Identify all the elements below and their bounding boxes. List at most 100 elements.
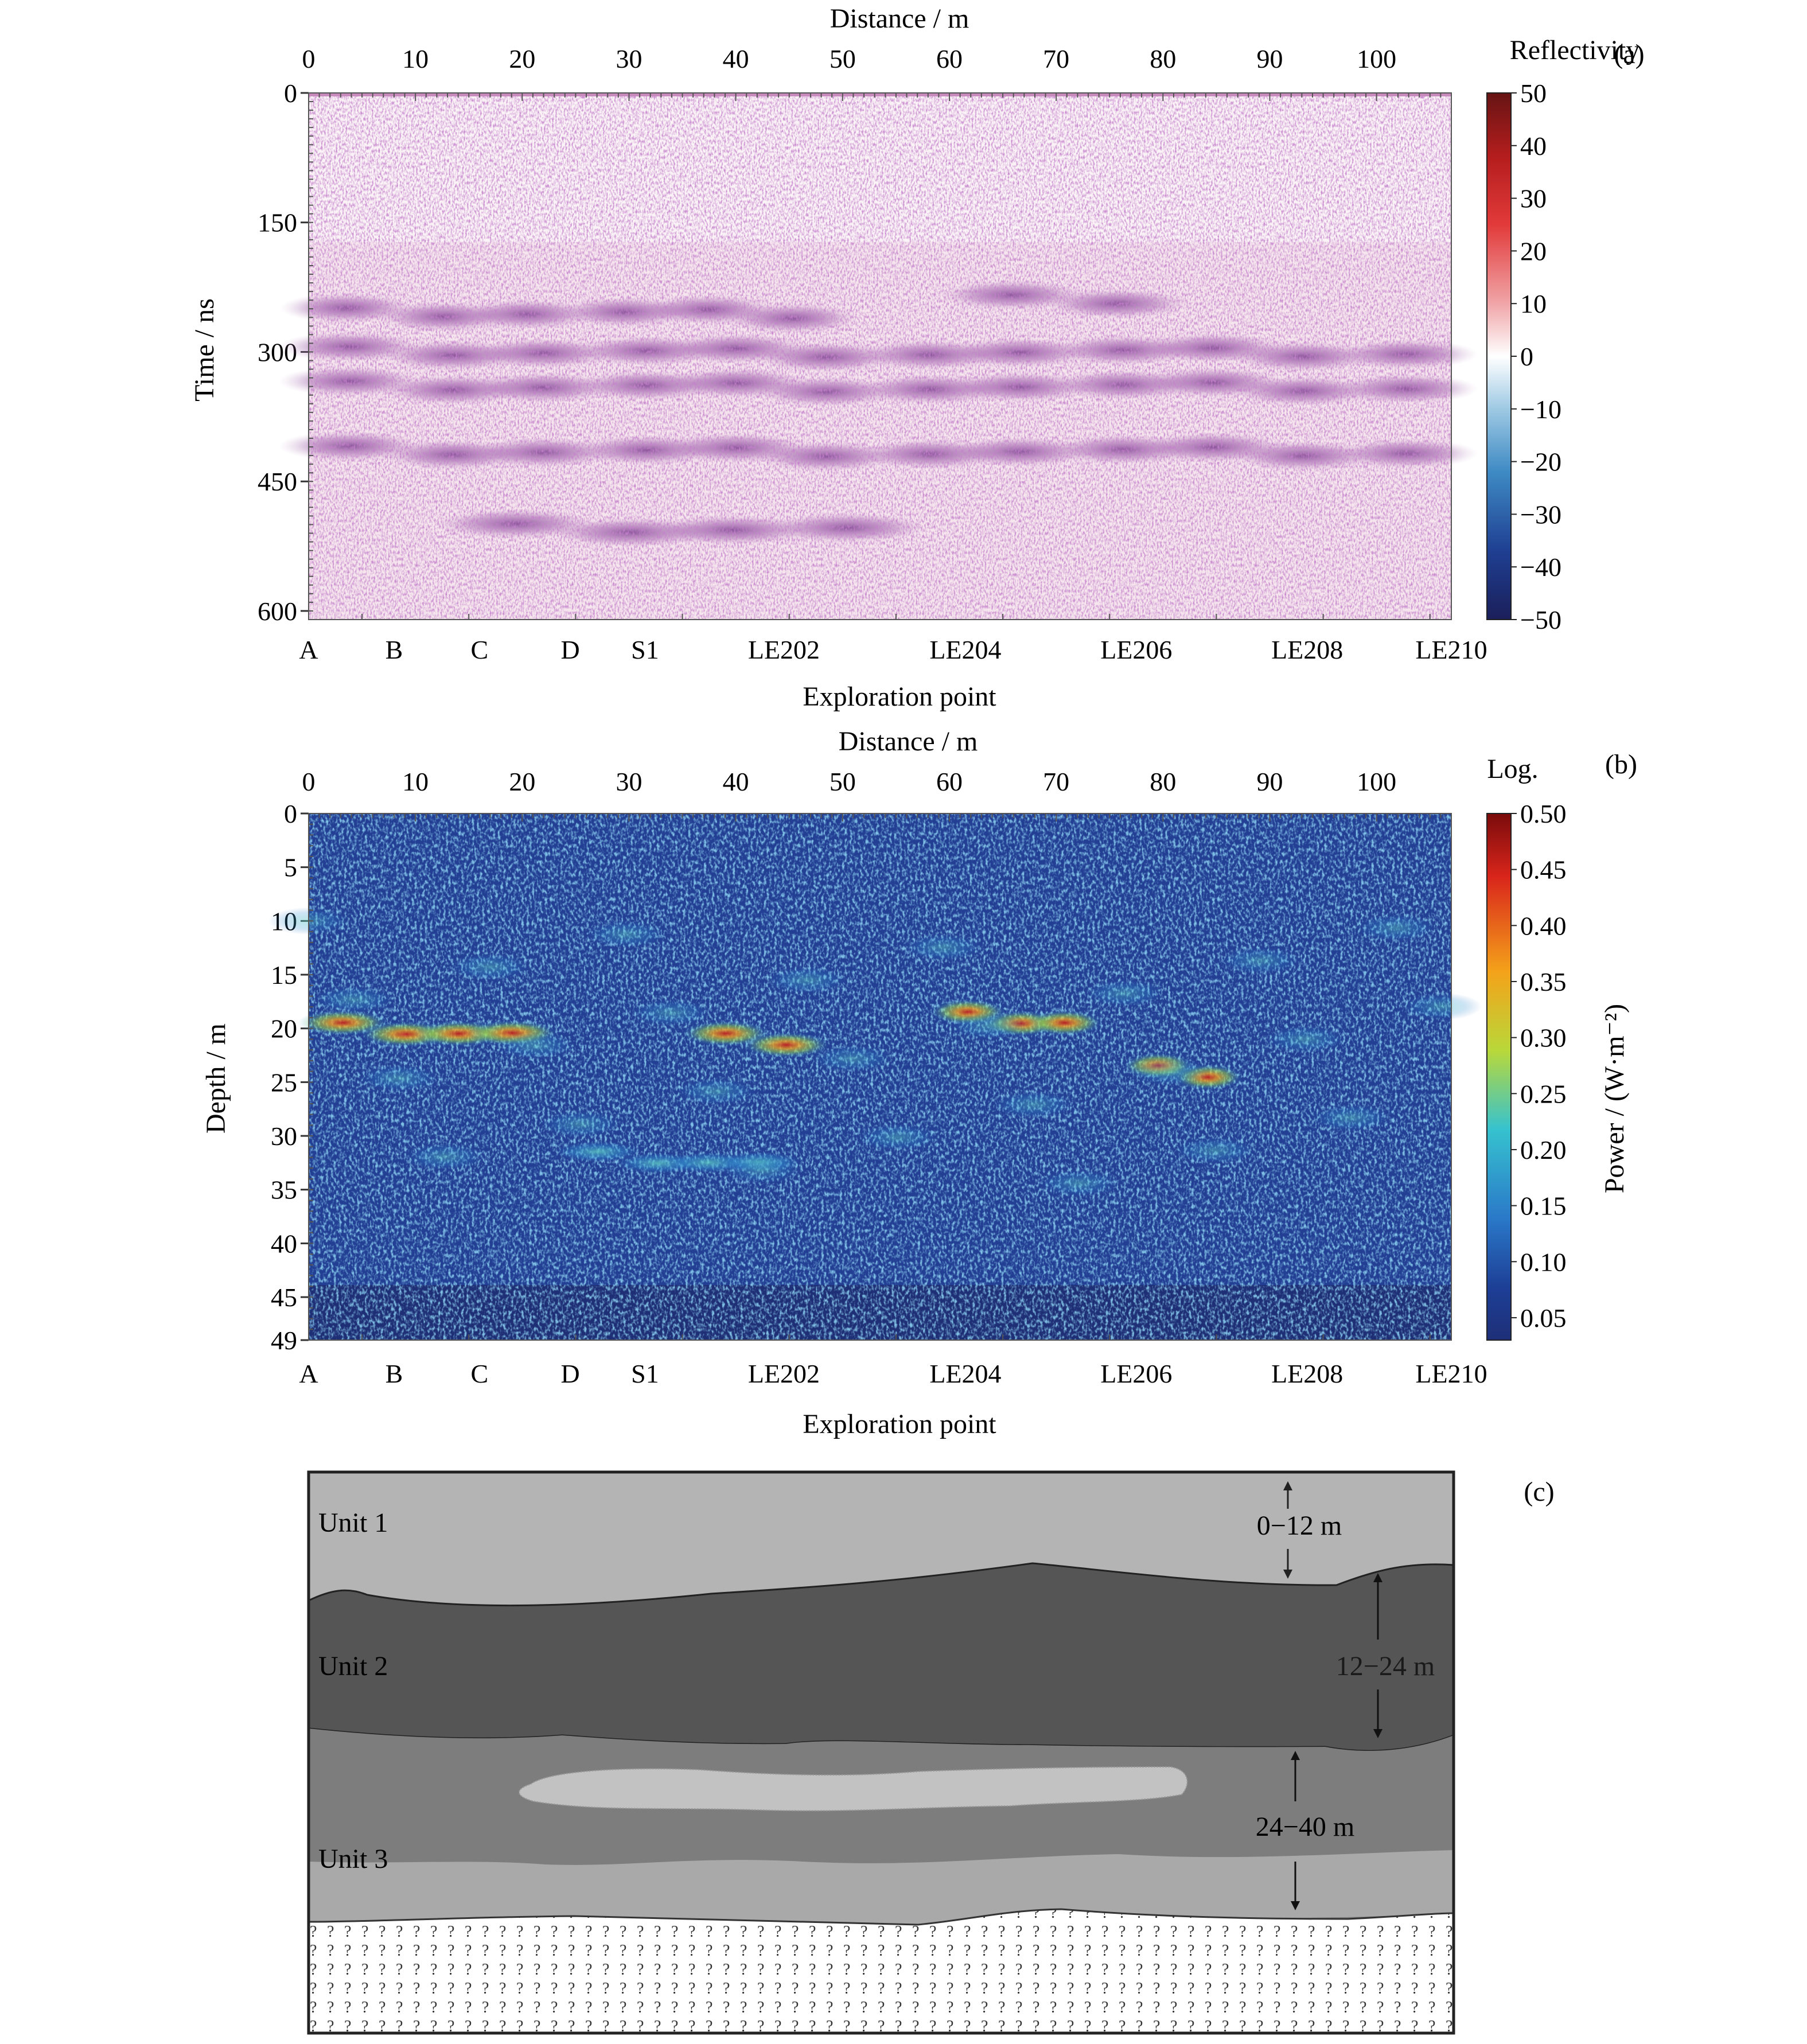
- panel-b-distance-axis-label: Distance / m: [839, 726, 978, 757]
- panel-b-distance-tick-labels: 0 10 20 30 40 50 60 70 80 90 100: [302, 767, 1397, 796]
- exploration-point-label: C: [471, 635, 489, 664]
- arrowhead-up-icon: [1283, 1481, 1292, 1490]
- panel-a-surface-line: [309, 93, 1451, 96]
- moderate-power-patch: [404, 1143, 485, 1171]
- unit-1-label: Unit 1: [318, 1508, 388, 1538]
- distance-tick-label: 40: [723, 767, 749, 796]
- moderate-power-patch: [722, 1156, 802, 1184]
- colorbar-tick-label: −30: [1520, 500, 1561, 529]
- distance-tick-label: 60: [936, 767, 963, 796]
- exploration-point-label: A: [299, 1359, 318, 1388]
- moderate-power-patch: [1311, 1104, 1391, 1132]
- depth-tick-label: 20: [271, 1014, 297, 1044]
- exploration-point-label: LE210: [1415, 1359, 1487, 1388]
- distance-tick-label: 90: [1257, 44, 1283, 73]
- bedrock-question-marks: [309, 1909, 1454, 2033]
- colorbar-tick-label: 0: [1520, 342, 1533, 371]
- exploration-point-label: LE208: [1271, 635, 1343, 664]
- moderate-power-patch: [314, 986, 394, 1014]
- panel-a-tag: (a): [1614, 39, 1644, 69]
- exploration-point-label: LE206: [1100, 635, 1172, 664]
- exploration-point-label: LE210: [1415, 635, 1487, 664]
- time-tick-label: 0: [284, 79, 297, 108]
- panel-a-distance-axis-label: Distance / m: [830, 3, 969, 34]
- distance-tick-label: 60: [936, 44, 963, 73]
- panel-b-plot-area: [268, 813, 1482, 1341]
- colorbar-tick-label: 0.15: [1520, 1192, 1567, 1221]
- colorbar-tick-label: 40: [1520, 131, 1547, 161]
- panel-c-stratigraphic-interpretation: (c) Unit 1 Unit 2 Unit 3 0−12 m 12−24 m: [307, 1470, 1555, 2035]
- unit-3-lens-body: [519, 1766, 1188, 1812]
- arrowhead-down-icon: [1283, 1570, 1292, 1579]
- high-power-zone-segment: [743, 1032, 829, 1058]
- moderate-power-patch: [1265, 1025, 1346, 1053]
- moderate-power-patch: [903, 933, 983, 961]
- moderate-power-patch: [812, 1045, 893, 1073]
- unit-3-lower-layer: [309, 1850, 1454, 1925]
- exploration-point-label: LE204: [929, 1359, 1001, 1388]
- distance-tick-label: 0: [302, 767, 316, 796]
- exploration-point-label: S1: [631, 1359, 659, 1388]
- panel-b-colorbar-title: Log.: [1487, 754, 1538, 784]
- exploration-point-label: LE208: [1271, 1359, 1343, 1388]
- bedrock-boundary: [308, 1908, 1454, 1926]
- moderate-power-patch: [994, 1091, 1074, 1119]
- moderate-power-patch: [631, 999, 711, 1027]
- depth-tick-label: 5: [284, 853, 297, 882]
- moderate-power-patch: [495, 1031, 575, 1060]
- panel-b-depth-axis-label: Depth / m: [201, 1023, 231, 1134]
- depth-tick-label: 49: [271, 1326, 297, 1355]
- colorbar-tick-label: 0.35: [1520, 967, 1567, 996]
- panel-b-exploration-axis-label: Exploration point: [803, 1409, 996, 1439]
- colorbar-tick-label: 0.40: [1520, 911, 1567, 940]
- panel-a-exploration-point-labels: A B C D S1 LE202 LE204 LE206 LE208 LE210: [299, 635, 1487, 664]
- colorbar-tick-label: 20: [1520, 236, 1547, 266]
- exploration-point-label: LE204: [929, 635, 1001, 664]
- panel-a-time-axis-label: Time / ns: [189, 298, 220, 402]
- exploration-point-label: LE202: [748, 635, 820, 664]
- depth-tick-label: 35: [271, 1175, 297, 1205]
- colorbar-tick-label: 0.50: [1520, 799, 1567, 828]
- exploration-point-label: B: [385, 635, 403, 664]
- moderate-power-patch: [1356, 914, 1436, 942]
- depth-tick-label: 25: [271, 1068, 297, 1097]
- colorbar-tick-label: −10: [1520, 395, 1561, 424]
- panel-a-plot-area: [278, 92, 1478, 620]
- colorbar-tick-label: 50: [1520, 79, 1547, 108]
- distance-tick-label: 50: [829, 767, 856, 796]
- panel-b-power-axis-label: Power / (W·m⁻²): [1599, 1004, 1630, 1193]
- distance-tick-label: 0: [302, 44, 316, 73]
- panel-a-minor-ticks: [308, 92, 1452, 620]
- high-power-zone-segment: [1027, 1010, 1102, 1035]
- colorbar-tick-label: −50: [1520, 605, 1561, 634]
- panel-b-texture: [309, 813, 1451, 1340]
- distance-tick-label: 100: [1357, 767, 1396, 796]
- arrowhead-up-icon: [1373, 1573, 1382, 1582]
- distance-tick-label: 80: [1150, 44, 1176, 73]
- moderate-power-patch: [1220, 947, 1300, 975]
- exploration-point-label: B: [385, 1359, 403, 1388]
- distance-tick-label: 20: [509, 767, 535, 796]
- exploration-point-label: S1: [631, 635, 659, 664]
- unit-1-thickness-label: 0−12 m: [1257, 1510, 1342, 1541]
- colorbar-tick-label: 0.30: [1520, 1023, 1567, 1053]
- distance-tick-label: 40: [723, 44, 749, 73]
- colorbar-tick-label: −20: [1520, 447, 1561, 477]
- panel-a-reflectivity-section: Distance / m Reflectivity (a) Time / ns …: [189, 3, 1645, 712]
- high-power-zone-segment: [555, 1141, 641, 1162]
- colorbar-tick-label: 30: [1520, 184, 1547, 213]
- distance-tick-label: 80: [1150, 767, 1176, 796]
- panel-b-exploration-point-labels: A B C D S1 LE202 LE204 LE206 LE208 LE210: [299, 1359, 1487, 1388]
- panel-c-tag: (c): [1524, 1477, 1554, 1507]
- exploration-point-label: A: [299, 635, 318, 664]
- panel-a-frame: [308, 92, 1452, 620]
- unit-2-thickness-marker: 12−24 m: [1336, 1573, 1435, 1738]
- depth-tick-label: 40: [271, 1229, 297, 1258]
- panel-b-power-section: Distance / m Log. (b) Depth / m Power / …: [201, 726, 1637, 1439]
- moderate-power-patch: [1401, 992, 1482, 1021]
- moderate-power-patch: [676, 1077, 757, 1105]
- panel-b-frame: [308, 813, 1452, 1341]
- unit-3-thickness-marker: 24−40 m: [1256, 1751, 1354, 1910]
